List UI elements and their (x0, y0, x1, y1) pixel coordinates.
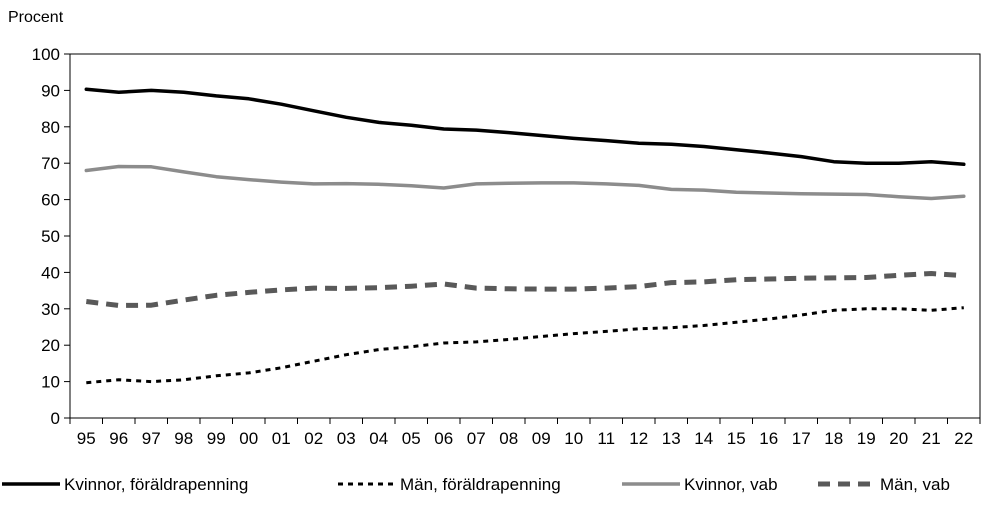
series-line-1 (84, 87, 966, 167)
x-tick-label: 13 (662, 429, 681, 448)
legend-label-3: Kvinnor, vab (684, 475, 778, 494)
x-tick-label: 09 (532, 429, 551, 448)
x-tick-label: 15 (727, 429, 746, 448)
plot-area (69, 53, 981, 419)
x-tick-label: 98 (174, 429, 193, 448)
legend-label-4: Män, vab (880, 475, 950, 494)
series-line-3 (84, 164, 966, 201)
x-tick-label: 03 (337, 429, 356, 448)
x-tick-label: 00 (239, 429, 258, 448)
y-tick-label: 90 (41, 81, 60, 100)
x-tick-label: 11 (597, 429, 615, 448)
y-tick-label: 60 (41, 191, 60, 210)
x-tick-label: 05 (402, 429, 421, 448)
legend-label-1: Kvinnor, föräldrapenning (64, 475, 248, 494)
x-tick-label: 99 (207, 429, 226, 448)
y-tick-label: 20 (41, 336, 60, 355)
series-line-4 (85, 271, 964, 308)
x-tick-label: 16 (759, 429, 778, 448)
y-tick-label: 80 (41, 118, 60, 137)
series-line-2 (86, 306, 964, 385)
y-tick-label: 40 (41, 263, 60, 282)
x-tick-label: 06 (434, 429, 453, 448)
y-tick-label: 100 (32, 45, 60, 64)
y-tick-label: 30 (41, 300, 60, 319)
x-tick-label: 21 (922, 429, 941, 448)
x-tick-label: 17 (792, 429, 811, 448)
x-tick-label: 14 (694, 429, 713, 448)
x-tick-label: 07 (467, 429, 486, 448)
y-tick-label: 0 (51, 409, 60, 428)
legend-label-2: Män, föräldrapenning (400, 475, 561, 494)
x-tick-label: 22 (954, 429, 973, 448)
x-axis: 95 96 97 98 99 00 01 02 03 04 05 06 07 08 09 10 11 12 13 14… (69, 418, 981, 448)
x-tick-label: 01 (272, 429, 291, 448)
legend: Kvinnor, föräldrapenning Män, föräldrapen… (2, 475, 950, 494)
y-axis-unit-label: Procent (8, 9, 64, 26)
y-tick-label: 50 (41, 227, 60, 246)
x-tick-label: 20 (889, 429, 908, 448)
x-tick-label: 95 (77, 429, 96, 448)
x-tick-label: 97 (142, 429, 161, 448)
y-tick-label: 70 (41, 154, 60, 173)
y-axis: 0 10 20 30 40 50 60 70 80 90 100 (32, 45, 70, 428)
x-tick-label: 04 (369, 429, 388, 448)
x-tick-label: 96 (109, 429, 128, 448)
series-layer (84, 87, 966, 385)
x-tick-label: 10 (564, 429, 583, 448)
x-tick-label: 08 (499, 429, 518, 448)
x-tick-label: 19 (857, 429, 876, 448)
y-tick-label: 10 (41, 373, 60, 392)
x-tick-label: 18 (824, 429, 843, 448)
x-tick-label: 02 (304, 429, 323, 448)
x-tick-label: 12 (629, 429, 648, 448)
